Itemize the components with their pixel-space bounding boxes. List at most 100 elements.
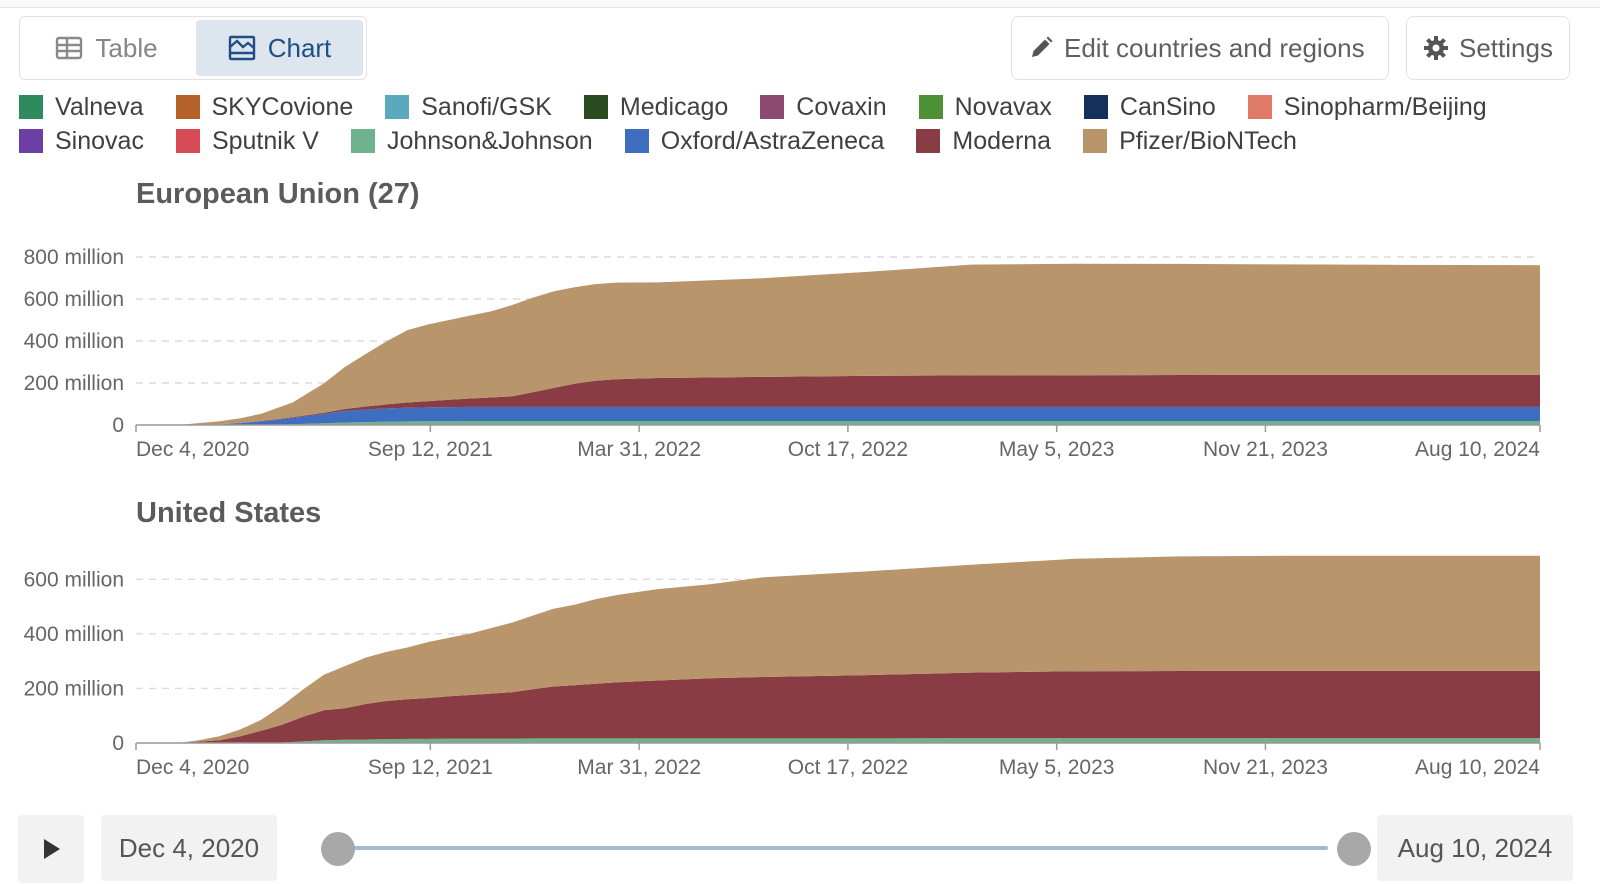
x-tick-label: May 5, 2023	[999, 756, 1115, 779]
legend-swatch	[624, 129, 649, 153]
tab-chart-label: Chart	[267, 32, 332, 63]
x-tick-label: Mar 31, 2022	[577, 756, 701, 779]
charts-canvas: European Union (27) 0 200 million 400 milli…	[24, 178, 1541, 779]
chart-title: United States	[136, 497, 321, 529]
y-tick-label: 200 million	[24, 677, 124, 700]
legend-swatch	[175, 129, 200, 153]
legend-item[interactable]: Covaxin	[760, 92, 887, 122]
x-tick-label: Dec 4, 2020	[136, 438, 249, 461]
legend-label: Medicago	[619, 92, 729, 121]
table-icon	[56, 36, 83, 60]
y-tick-label: 400 million	[24, 330, 124, 353]
play-button[interactable]	[18, 815, 84, 883]
y-tick-label: 0	[112, 732, 124, 755]
x-tick-label: Sep 12, 2021	[368, 438, 493, 461]
view-tabs: Table Chart	[19, 16, 367, 80]
legend-row: Valneva SKYCovione Sanofi/GSK Medicago Covax…	[19, 90, 1579, 124]
legend-item[interactable]: Pfizer/BioNTech	[1083, 127, 1297, 156]
legend-swatch	[385, 95, 410, 119]
chart-1: United States 0 200 million 400 million 600 …	[24, 497, 1541, 779]
play-icon	[44, 839, 60, 859]
y-tick-label: 0	[112, 414, 124, 437]
legend-item[interactable]: SKYCovione	[175, 92, 354, 122]
legend-swatch	[918, 95, 943, 119]
area-johnson-johnson	[136, 738, 1540, 743]
area-johnson-johnson	[136, 421, 1540, 425]
area-pfizer-biontech	[136, 263, 1540, 425]
y-tick-label: 600 million	[24, 288, 124, 311]
legend-item[interactable]: Sanofi/GSK	[385, 93, 552, 122]
tab-table[interactable]: Table	[23, 20, 190, 76]
chart-title: European Union (27)	[136, 178, 420, 210]
x-tick-label: Nov 21, 2023	[1203, 756, 1328, 779]
legend-swatch	[1083, 129, 1108, 153]
legend-swatch	[19, 129, 43, 153]
x-tick-label: Aug 10, 2024	[1415, 756, 1540, 779]
timeline-end-handle[interactable]	[1337, 832, 1371, 866]
legend-label: Pfizer/BioNTech	[1119, 126, 1297, 155]
legend-swatch	[583, 95, 608, 119]
legend-item[interactable]: Moderna	[916, 127, 1051, 156]
legend-label: SKYCovione	[211, 92, 354, 121]
legend-swatch	[1247, 95, 1272, 119]
y-tick-label: 600 million	[24, 568, 124, 591]
x-tick-label: Oct 17, 2022	[788, 438, 908, 461]
area-moderna	[136, 374, 1540, 425]
legend-item[interactable]: Sputnik V	[175, 126, 319, 156]
tab-table-label: Table	[95, 32, 158, 63]
area-oxford-astrazeneca	[136, 406, 1540, 425]
legend-swatch	[175, 95, 200, 119]
timeline-start-date[interactable]: Dec 4, 2020	[101, 815, 277, 881]
legend-swatch	[19, 95, 43, 119]
y-tick-label: 800 million	[24, 246, 124, 269]
settings-button[interactable]: Settings	[1406, 16, 1570, 80]
legend-item[interactable]: CanSino	[1083, 92, 1216, 122]
x-tick-label: Mar 31, 2022	[577, 438, 701, 461]
legend-swatch	[1083, 95, 1108, 119]
area-moderna	[136, 670, 1540, 743]
legend-label: Valneva	[55, 92, 144, 121]
legend-label: Sinovac	[55, 126, 144, 155]
top-border	[0, 0, 1600, 8]
edit-countries-button[interactable]: Edit countries and regions	[1011, 16, 1389, 80]
legend-swatch	[916, 129, 941, 153]
chart-legend: Valneva SKYCovione Sanofi/GSK Medicago Covax…	[19, 90, 1579, 158]
x-tick-label: Aug 10, 2024	[1415, 438, 1540, 461]
legend-item[interactable]: Sinovac	[19, 127, 144, 156]
legend-label: Sanofi/GSK	[421, 92, 552, 121]
tab-chart[interactable]: Chart	[196, 20, 363, 76]
legend-item[interactable]: Johnson&Johnson	[350, 126, 593, 156]
legend-item[interactable]: Sinopharm/Beijing	[1247, 92, 1487, 122]
legend-label: CanSino	[1119, 92, 1216, 121]
timeline-start-handle[interactable]	[321, 832, 355, 866]
x-tick-label: Dec 4, 2020	[136, 756, 249, 779]
legend-label: Sinopharm/Beijing	[1283, 92, 1487, 121]
y-tick-label: 400 million	[24, 623, 124, 646]
chart-icon	[228, 35, 255, 61]
legend-label: Johnson&Johnson	[386, 126, 593, 155]
timeline-end-date[interactable]: Aug 10, 2024	[1377, 815, 1573, 881]
legend-item[interactable]: Oxford/AstraZeneca	[624, 127, 884, 156]
timeline: Dec 4, 2020 Aug 10, 2024	[18, 815, 1573, 883]
legend-swatch	[350, 129, 375, 153]
settings-label: Settings	[1459, 32, 1553, 63]
y-tick-label: 200 million	[24, 372, 124, 395]
x-tick-label: Oct 17, 2022	[788, 756, 908, 779]
legend-label: Covaxin	[796, 92, 887, 121]
legend-item[interactable]: Novavax	[918, 92, 1052, 122]
area-pfizer-biontech	[136, 555, 1540, 743]
gear-icon	[1424, 36, 1448, 60]
legend-item[interactable]: Medicago	[583, 92, 729, 122]
timeline-track[interactable]	[338, 846, 1328, 850]
x-tick-label: Nov 21, 2023	[1203, 438, 1328, 461]
x-tick-label: May 5, 2023	[999, 438, 1115, 461]
x-tick-label: Sep 12, 2021	[368, 756, 493, 779]
legend-label: Sputnik V	[211, 126, 319, 155]
legend-label: Novavax	[954, 92, 1052, 121]
legend-swatch	[760, 95, 785, 119]
legend-item[interactable]: Valneva	[19, 93, 144, 122]
pencil-icon	[1032, 36, 1053, 57]
legend-label: Moderna	[952, 126, 1052, 155]
chart-0: European Union (27) 0 200 million 400 milli…	[24, 178, 1541, 461]
legend-row: Sinovac Sputnik V Johnson&Johnson Oxford/As…	[19, 124, 1579, 158]
